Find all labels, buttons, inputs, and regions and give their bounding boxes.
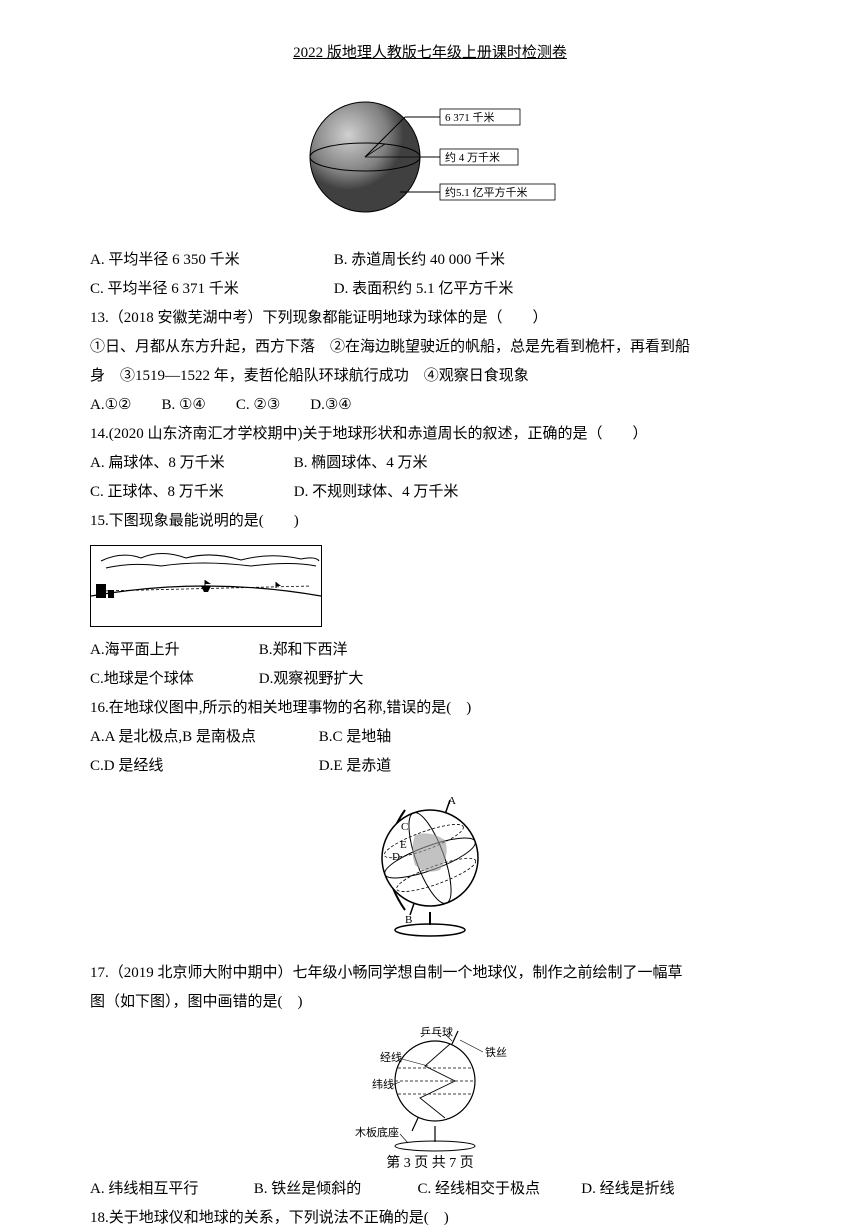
svg-text:B: B xyxy=(405,914,412,926)
q16-stem: 16.在地球仪图中,所示的相关地理事物的名称,错误的是( ) xyxy=(90,695,770,722)
globe-figure: A B C D E xyxy=(90,790,770,950)
page-footer: 第 3 页 共 7 页 xyxy=(0,1151,860,1176)
q13-line3: 身 ③1519—1522 年，麦哲伦船队环球航行成功 ④观察日食现象 xyxy=(90,363,770,390)
q16-options-row2: C.D 是经线 D.E 是赤道 xyxy=(90,753,770,780)
q17-stem2: 图（如下图），图中画错的是( ) xyxy=(90,989,770,1016)
page-header: 2022 版地理人教版七年级上册课时检测卷 xyxy=(90,40,770,67)
sketch-figure: 乒乓球 铁丝 经线 纬线 木板底座 xyxy=(90,1026,770,1166)
q14-stem: 14.(2020 山东济南汇才学校期中)关于地球形状和赤道周长的叙述，正确的是（… xyxy=(90,421,770,448)
q13-options: A.①② B. ①④ C. ②③ D.③④ xyxy=(90,392,770,419)
q12-options-row1: A. 平均半径 6 350 千米 B. 赤道周长约 40 000 千米 xyxy=(90,247,770,274)
label-circumference: 约 4 万千米 xyxy=(445,151,500,164)
q16-options-row1: A.A 是北极点,B 是南极点 B.C 是地轴 xyxy=(90,724,770,751)
q14-options-row2: C. 正球体、8 万千米 D. 不规则球体、4 万千米 xyxy=(90,479,770,506)
svg-text:E: E xyxy=(400,839,407,851)
q14-options-row1: A. 扁球体、8 万千米 B. 椭圆球体、4 万米 xyxy=(90,450,770,477)
label-longitude: 经线 xyxy=(380,1050,402,1064)
q13-line2: ①日、月都从东方升起，西方下落 ②在海边眺望驶近的帆船，总是先看到桅杆，再看到船 xyxy=(90,334,770,361)
q15-stem: 15.下图现象最能说明的是( ) xyxy=(90,508,770,535)
q15-options-row2: C.地球是个球体 D.观察视野扩大 xyxy=(90,666,770,693)
q18-stem: 18.关于地球仪和地球的关系，下列说法不正确的是( ) xyxy=(90,1205,770,1232)
q15-options-row1: A.海平面上升 B.郑和下西洋 xyxy=(90,637,770,664)
label-latitude: 纬线 xyxy=(372,1077,394,1091)
q12-options-row2: C. 平均半径 6 371 千米 D. 表面积约 5.1 亿平方千米 xyxy=(90,276,770,303)
svg-text:D: D xyxy=(392,851,400,863)
label-radius: 6 371 千米 xyxy=(445,111,495,124)
label-wire: 铁丝 xyxy=(485,1046,507,1059)
svg-text:A: A xyxy=(448,795,456,807)
q13-stem: 13.（2018 安徽芜湖中考）下列现象都能证明地球为球体的是（ ） xyxy=(90,305,770,332)
label-base: 木板底座 xyxy=(355,1125,399,1139)
ship-figure xyxy=(90,545,770,627)
svg-text:C: C xyxy=(401,821,408,833)
q17-options: A. 纬线相互平行 B. 铁丝是倾斜的 C. 经线相交于极点 D. 经线是折线 xyxy=(90,1176,770,1203)
label-area: 约5.1 亿平方千米 xyxy=(445,185,528,199)
q17-stem: 17.（2019 北京师大附中期中）七年级小畅同学想自制一个地球仪，制作之前绘制… xyxy=(90,960,770,987)
sphere-figure: 6 371 千米 约 4 万千米 约5.1 亿平方千米 xyxy=(90,87,770,237)
